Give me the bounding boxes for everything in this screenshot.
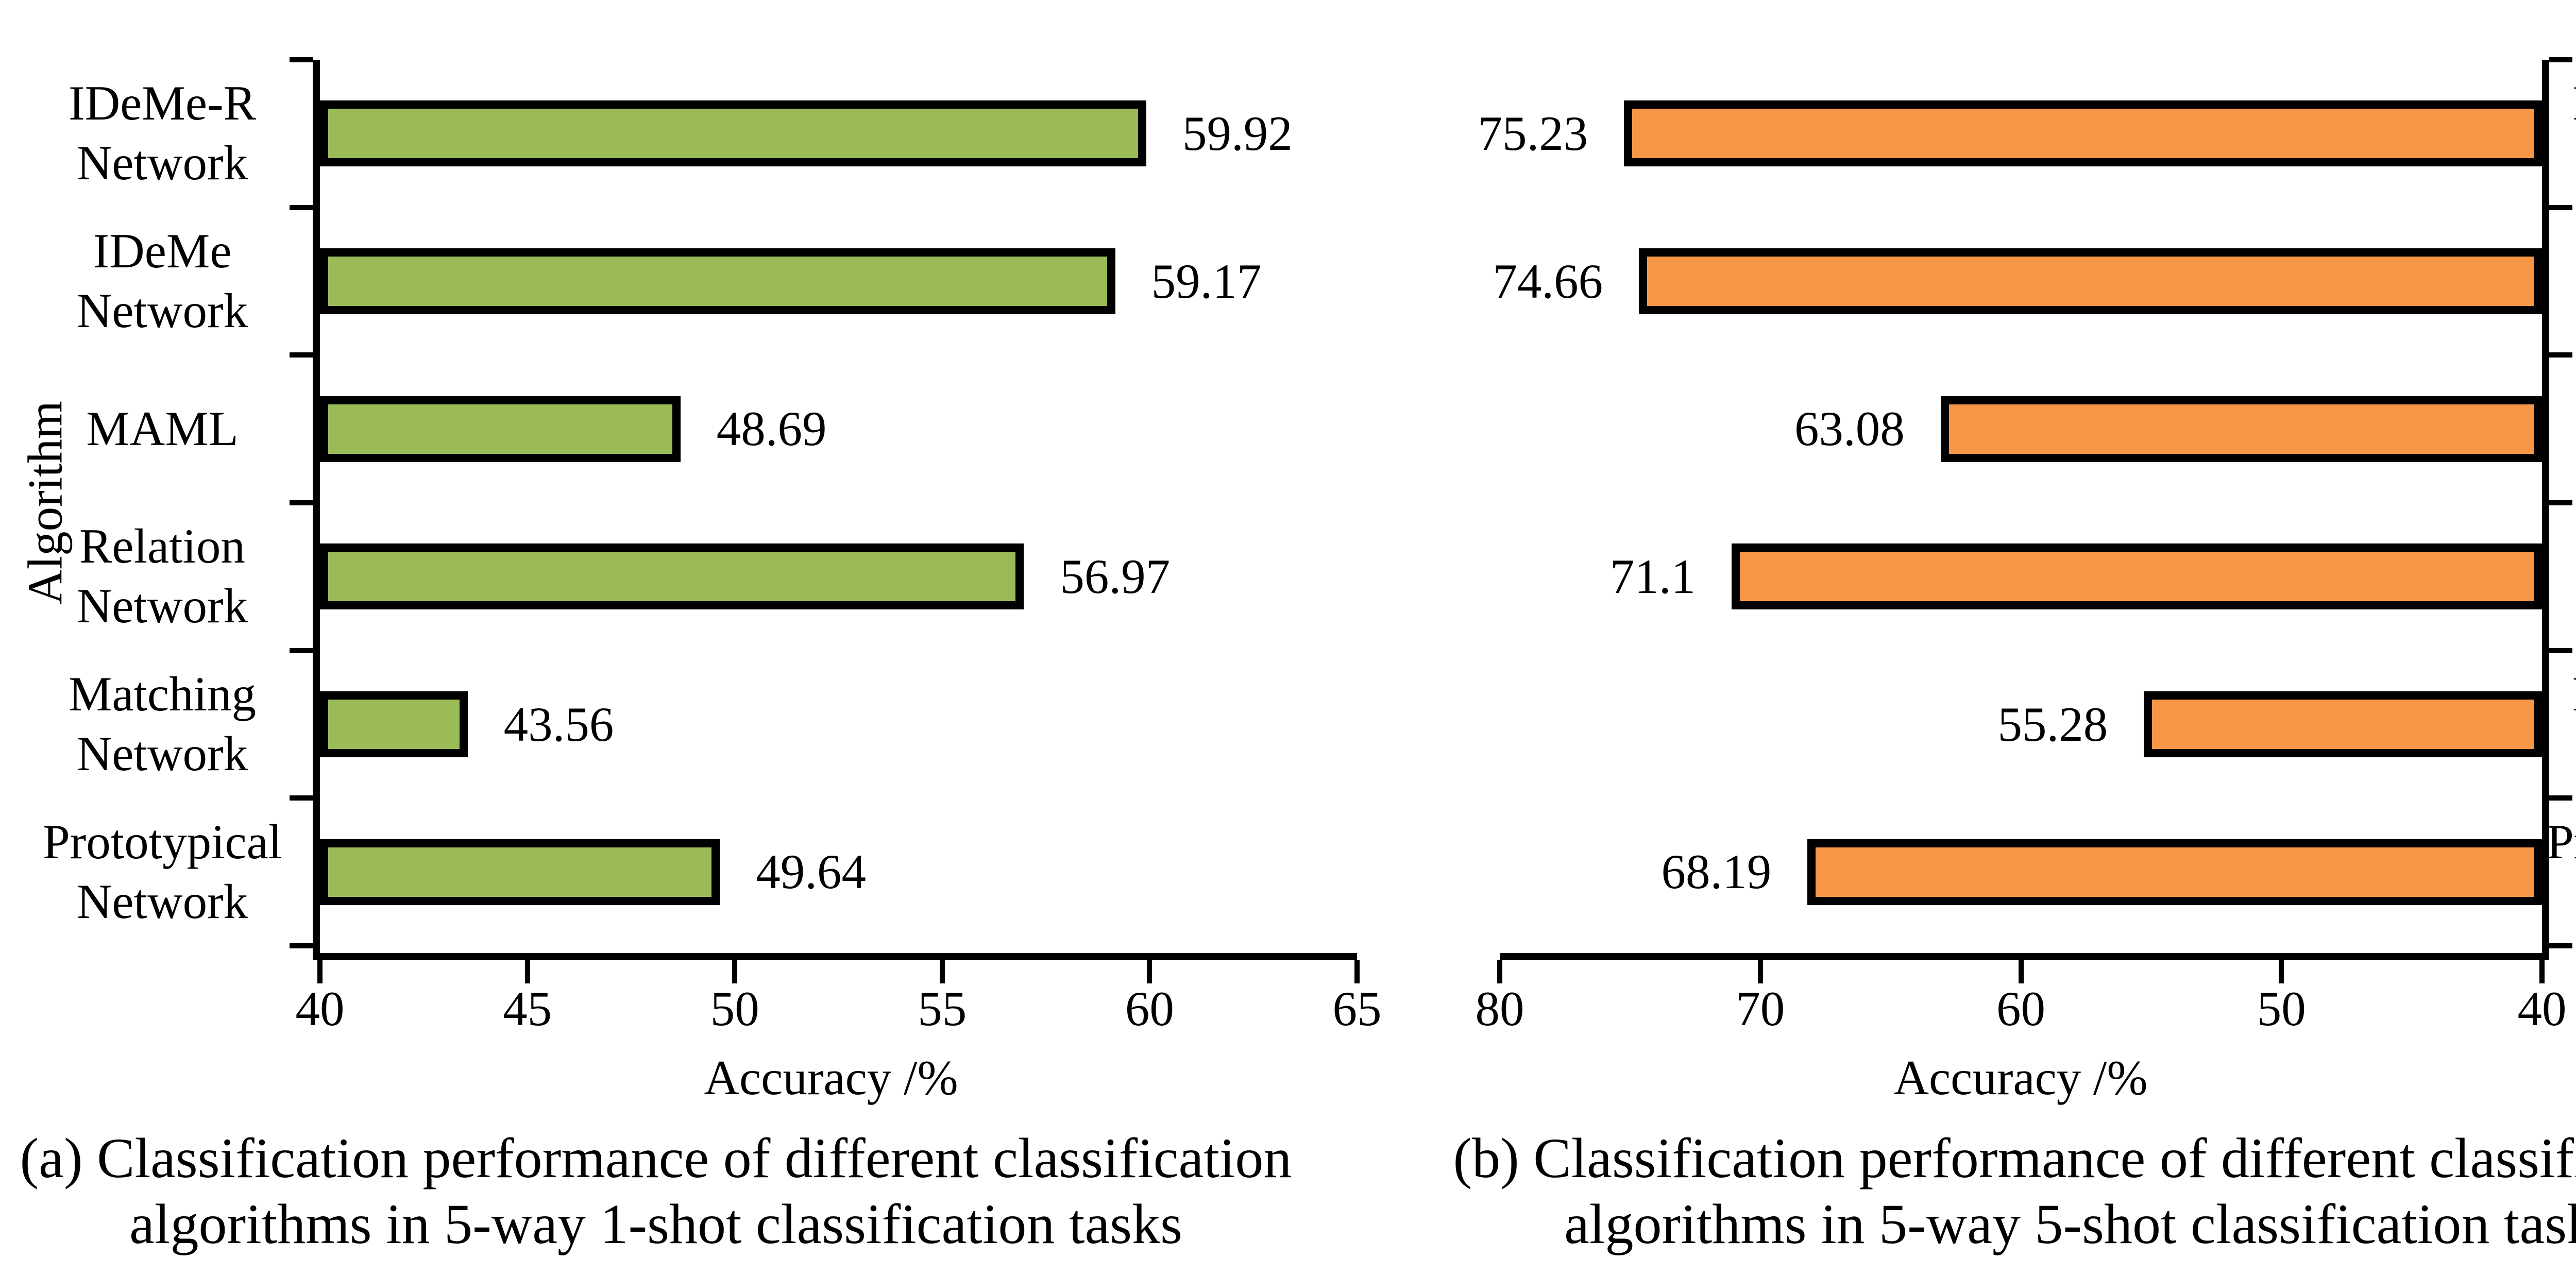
chart-a-x-axis-title: Accuracy /%	[704, 1050, 958, 1105]
chart-b-category-label-2: MAML	[2550, 355, 2576, 503]
chart-a-xtick-3	[939, 960, 945, 983]
chart-a-ytick-1	[290, 205, 313, 210]
chart-a-category-label-3: Relation Network	[76, 519, 248, 634]
chart-a-xtick-label-4: 60	[1125, 981, 1174, 1036]
chart-b-ytick-2	[2549, 352, 2572, 358]
chart-a-xtick-2	[732, 960, 738, 983]
chart-a-bar-rows: 59.92 59.17 48.69 56.97 43.56 49.64	[320, 60, 1357, 946]
chart-b-ytick-6	[2549, 943, 2572, 948]
chart-a-plot-area: 59.92 59.17 48.69 56.97 43.56 49.64 40 45 50 55 6…	[290, 57, 1382, 1033]
chart-a-category-labels: IDeMe-R Network IDeMe Network MAML Relation…	[42, 60, 282, 946]
chart-a-bar-0	[320, 100, 1146, 167]
chart-b-x-axis-title: Accuracy /%	[1893, 1050, 2148, 1105]
chart-a-category-label-5: Prototypical Network	[42, 814, 282, 929]
chart-a-ytick-6	[290, 943, 313, 948]
chart-a-category-label-4: Matching Network	[68, 667, 257, 781]
chart-a-xtick-0	[317, 960, 323, 983]
chart-a-bar-1	[320, 248, 1115, 314]
chart-a-category-label-0: IDeMe-R Network	[68, 76, 257, 191]
chart-b-row-1: 74.66	[1493, 208, 2542, 355]
chart-b-bar-4	[2144, 691, 2542, 758]
chart-a-xtick-5	[1354, 960, 1360, 983]
chart-a-xtick-label-0: 40	[295, 981, 345, 1036]
chart-b-value-label-3: 71.1	[1609, 549, 1696, 604]
chart-b-ytick-1	[2549, 205, 2572, 210]
chart-a-xtick-label-2: 50	[710, 981, 759, 1036]
chart-b-xtick-4	[2539, 960, 2545, 983]
chart-a-row-2: 48.69	[320, 355, 1357, 503]
chart-b-category-label-1: IDeMe Network	[2550, 208, 2576, 355]
chart-a-row-5: 49.64	[320, 798, 1357, 946]
chart-a-category-label-1: IDeMe Network	[76, 224, 248, 338]
chart-b-caption: (b) Classification performance of differ…	[1453, 1127, 2576, 1255]
chart-a-xtick-label-1: 45	[503, 981, 552, 1036]
chart-b-bar-3	[1732, 543, 2542, 610]
chart-b-xtick-2	[2018, 960, 2024, 983]
chart-b-row-2: 63.08	[1500, 355, 2542, 503]
chart-a-bar-5	[320, 839, 720, 905]
chart-a-bar-2	[320, 396, 681, 462]
chart-a-ytick-4	[290, 648, 313, 653]
chart-b-value-label-4: 55.28	[1997, 696, 2108, 752]
chart-b-xtick-1	[1757, 960, 1763, 983]
chart-a-value-label-3: 56.97	[1060, 549, 1171, 604]
chart-b-xtick-label-4: 40	[2517, 981, 2567, 1036]
chart-b-bar-rows: 75.23 74.66 63.08 71.1 55.28 68.19	[1478, 60, 2542, 946]
chart-a-xtick-label-3: 55	[918, 981, 967, 1036]
chart-a-ytick-2	[290, 352, 313, 358]
chart-b-row-0: 75.23	[1478, 60, 2542, 208]
chart-b-xtick-label-0: 80	[1475, 981, 1524, 1036]
chart-a-xtick-4	[1147, 960, 1153, 983]
chart-b-row-3: 71.1	[1500, 503, 2542, 651]
chart-b-row-4: 55.28	[1500, 651, 2542, 798]
chart-b-value-label-0: 75.23	[1478, 106, 1588, 161]
chart-b-xtick-3	[2279, 960, 2284, 983]
chart-b-category-label-0: IDeMe-R Network	[2550, 60, 2576, 208]
chart-b-category-label-4: Matching Network	[2550, 651, 2576, 798]
chart-a-row-0: 59.92	[320, 60, 1357, 208]
chart-a-ytick-3	[290, 500, 313, 505]
chart-b-ytick-0	[2549, 57, 2572, 62]
chart-a-value-label-4: 43.56	[503, 696, 614, 752]
chart-b-xtick-label-2: 60	[1996, 981, 2045, 1036]
chart-a-ytick-5	[290, 795, 313, 801]
chart-b-xtick-0	[1497, 960, 1502, 983]
chart-a-value-label-2: 48.69	[716, 401, 827, 456]
chart-a-ytick-0	[290, 57, 313, 62]
chart-b-category-label-3: Relation Network	[2550, 503, 2576, 651]
chart-b-value-label-1: 74.66	[1493, 253, 1603, 309]
chart-b-plot-area: 75.23 74.66 63.08 71.1 55.28 68.19 80 70 60 50 40	[1476, 57, 2572, 1033]
chart-a-bar-3	[320, 543, 1024, 610]
chart-b-bar-0	[1624, 100, 2542, 167]
chart-b-xtick-label-1: 70	[1736, 981, 1785, 1036]
chart-b-ytick-4	[2549, 648, 2572, 653]
chart-b-xtick-label-3: 50	[2257, 981, 2306, 1036]
chart-b-bar-2	[1940, 396, 2542, 462]
chart-b-row-5: 68.19	[1500, 798, 2542, 946]
chart-a-category-label-2: MAML	[86, 401, 239, 456]
chart-b-ytick-3	[2549, 500, 2572, 505]
chart-b-value-label-2: 63.08	[1794, 401, 1905, 456]
chart-a-xtick-1	[524, 960, 530, 983]
chart-a-xtick-label-5: 65	[1332, 981, 1382, 1036]
chart-a-caption: (a) Classification performance of differ…	[20, 1127, 1292, 1255]
chart-a-row-4: 43.56	[320, 651, 1357, 798]
chart-b-bar-1	[1639, 248, 2542, 314]
chart-a-row-3: 56.97	[320, 503, 1357, 651]
chart-b-bar-5	[1807, 839, 2542, 905]
chart-a-value-label-5: 49.64	[756, 844, 866, 899]
chart-a-row-1: 59.17	[320, 208, 1357, 355]
chart-a-bar-4	[320, 691, 468, 758]
chart-b-ytick-5	[2549, 795, 2572, 801]
chart-b-value-label-5: 68.19	[1661, 844, 1772, 899]
chart-b-category-label-5: Prototypical Network	[2546, 814, 2576, 869]
chart-a-value-label-1: 59.17	[1151, 253, 1262, 309]
chart-a-value-label-0: 59.92	[1182, 106, 1293, 161]
